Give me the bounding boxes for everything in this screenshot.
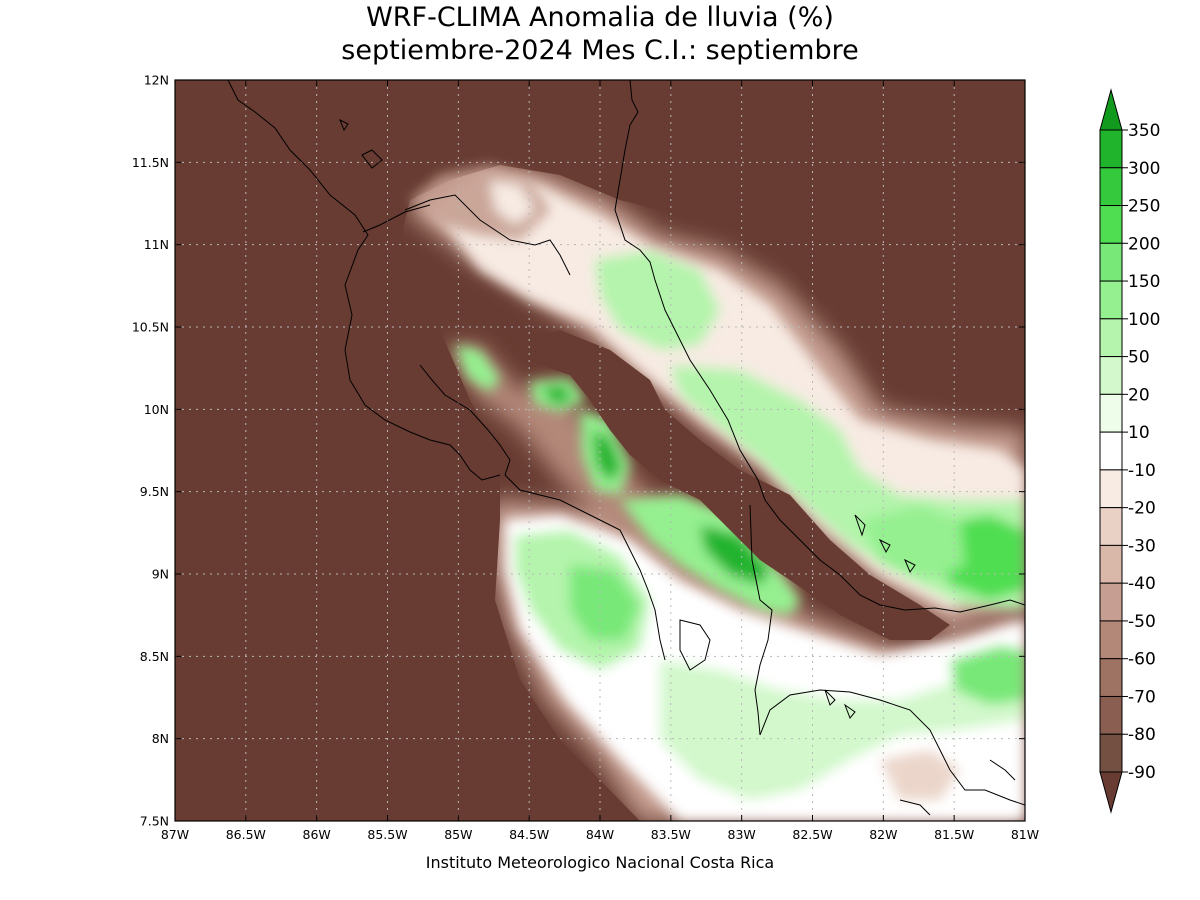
map-coastlines [227, 80, 1025, 816]
nicaragua-pacific-coast [227, 80, 501, 481]
colorbar-label: -20 [1128, 499, 1156, 519]
colorbar-label: -30 [1128, 536, 1156, 556]
lon-tick-label: 82.5W [792, 827, 832, 842]
lon-tick-label: 81.5W [934, 827, 974, 842]
lake-nicaragua-shore [404, 194, 571, 276]
nicaragua-lake-islands [339, 118, 383, 169]
anomaly-field-fringe [410, 165, 960, 800]
colorbar-swatch [1099, 658, 1123, 697]
lat-tick-label: 11.5N [132, 155, 169, 170]
colorbar-label: 10 [1128, 423, 1150, 443]
lon-tick-label: 84.5W [509, 827, 549, 842]
colorbar-swatch [1099, 695, 1123, 735]
colorbar-swatch [1099, 242, 1123, 282]
anomaly-region-pacific-mid [570, 565, 640, 640]
anomaly-region-north-green [595, 250, 720, 350]
anomaly-region-dry-belt-central [520, 330, 950, 640]
southern-coast-detail [899, 759, 1016, 816]
colorbar-label: -90 [1128, 763, 1156, 783]
colorbar-swatch [1099, 469, 1123, 509]
lat-tick-label: 7.5N [140, 814, 169, 829]
lon-tick-label: 87W [161, 827, 189, 842]
costa-rica-panama-border [749, 504, 773, 736]
lon-tick-label: 84W [586, 827, 614, 842]
burica-coast [759, 689, 1025, 806]
colorbar-label: 150 [1128, 272, 1160, 292]
map-title-line-1: WRF-CLIMA Anomalia de lluvia (%) [366, 2, 834, 33]
lon-tick-label: 83W [728, 827, 756, 842]
colorbar-swatch [1099, 582, 1123, 622]
colorbar-bottom-triangle [1099, 771, 1123, 814]
osa-peninsula-coast [679, 619, 711, 671]
lon-tick-label: 85W [444, 827, 472, 842]
colorbar-swatch [1099, 544, 1123, 584]
colorbar-swatch [1099, 507, 1123, 546]
colorbar-label: 350 [1128, 121, 1160, 141]
colorbar-swatch [1099, 280, 1123, 320]
caribbean-coast [614, 80, 1025, 613]
colorbar-label: 20 [1128, 385, 1150, 405]
lon-tick-label: 86W [303, 827, 331, 842]
colorbar-label: 250 [1128, 197, 1160, 217]
lat-tick-label: 10.5N [132, 320, 169, 335]
nicaragua-costa-rica-border [362, 204, 431, 233]
colorbar-swatch [1099, 393, 1123, 433]
colorbar-label: -70 [1128, 687, 1156, 707]
map-credit: Instituto Meteorologico Nacional Costa R… [425, 853, 775, 872]
colorbar-label: 100 [1128, 310, 1160, 330]
map-gridlines [175, 80, 1025, 821]
colorbar-swatch [1099, 620, 1123, 660]
colorbar-label: 300 [1128, 159, 1160, 179]
lat-tick-label: 11N [144, 237, 169, 252]
anomaly-region-ridge-strong [540, 385, 770, 585]
colorbar-label: 50 [1128, 348, 1150, 368]
anomaly-region-south-green [660, 660, 1025, 800]
panama-islands [824, 514, 916, 719]
lat-tick-label: 9.5N [140, 484, 169, 499]
colorbar-swatch [1099, 205, 1123, 244]
map-axes: 87W 86.5W 86W 85.5W 85W 84.5W 84W 83.5W 83W 82.5W… [132, 73, 1039, 843]
anomaly-region-caribbean-mid [860, 505, 965, 580]
colorbar-label: -80 [1128, 725, 1156, 745]
nicoya-peninsula-coast [419, 364, 511, 476]
lat-tick-label: 9N [152, 567, 169, 582]
colorbar: 350 300 250 200 150 100 50 20 10 -10 -20 -30 -40 -50 -… [1099, 88, 1160, 814]
gulf-of-nicoya-coast [504, 474, 666, 661]
lat-tick-label: 8.5N [140, 649, 169, 664]
colorbar-label: -40 [1128, 574, 1156, 594]
lon-tick-label: 85.5W [367, 827, 407, 842]
colorbar-swatch [1099, 129, 1123, 169]
lon-tick-label: 81W [1011, 827, 1039, 842]
anomaly-field-inner [430, 175, 1025, 821]
lat-tick-label: 8N [152, 731, 169, 746]
colorbar-swatch [1099, 733, 1123, 773]
colorbar-swatch [1099, 318, 1123, 358]
colorbar-top-triangle [1099, 88, 1123, 131]
lat-tick-label: 10N [144, 402, 169, 417]
colorbar-swatch [1099, 356, 1123, 395]
colorbar-label: -10 [1128, 461, 1156, 481]
colorbar-swatch [1099, 431, 1123, 471]
colorbar-swatch [1099, 167, 1123, 207]
anomaly-field-dry-belts [175, 80, 1025, 821]
lon-tick-label: 86.5W [226, 827, 266, 842]
anomaly-region-dry-belt-west [175, 80, 1025, 821]
anomaly-region-nicaragua-pale [490, 180, 535, 225]
lon-tick-label: 83.5W [651, 827, 691, 842]
anomaly-region-southeast-strong [950, 645, 1025, 705]
colorbar-label: 200 [1128, 234, 1160, 254]
lon-tick-label: 82W [869, 827, 897, 842]
map-plot-area [175, 80, 1025, 821]
anomaly-region-southeast-pale [880, 750, 960, 800]
colorbar-label: -50 [1128, 612, 1156, 632]
map-title-line-2: septiembre-2024 Mes C.I.: septiembre [341, 35, 859, 66]
lat-tick-label: 12N [144, 73, 169, 88]
colorbar-label: -60 [1128, 650, 1156, 670]
